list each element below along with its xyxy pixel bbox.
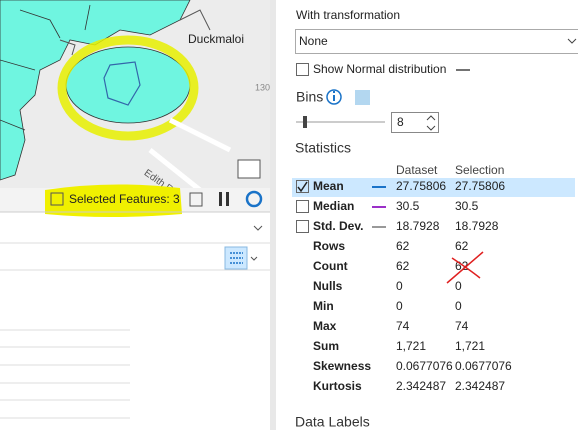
- stat-selection: 18.7928: [455, 219, 499, 233]
- stat-dataset: 0: [396, 279, 403, 293]
- stat-selection: 0: [455, 299, 462, 313]
- stat-checkbox[interactable]: [297, 221, 309, 233]
- stat-selection: 30.5: [455, 199, 479, 213]
- stat-dataset: 74: [396, 319, 410, 333]
- pause-icon[interactable]: [219, 192, 222, 206]
- stat-label: Nulls: [313, 279, 343, 293]
- transformation-dropdown[interactable]: [296, 30, 578, 54]
- contour-label: 130: [255, 82, 270, 92]
- stat-dataset: 2.342487: [396, 379, 446, 393]
- splitter[interactable]: [270, 0, 276, 430]
- bins-label: Bins: [296, 89, 323, 105]
- bins-color[interactable]: [355, 90, 370, 105]
- selected-features[interactable]: Selected Features: 3: [69, 192, 180, 206]
- stat-selection: 0: [455, 279, 462, 293]
- stat-dataset: 0: [396, 299, 403, 313]
- stat-label: Count: [313, 259, 348, 273]
- stat-selection: 74: [455, 319, 469, 333]
- stat-dataset: 62: [396, 259, 410, 273]
- red-scribble: [447, 252, 483, 283]
- stat-dataset: 0.0677076: [396, 359, 453, 373]
- stat-label: Kurtosis: [313, 379, 362, 393]
- data-labels-title: Data Labels: [295, 414, 370, 430]
- transformation-value: None: [299, 34, 328, 48]
- stat-selection: 1,721: [455, 339, 485, 353]
- statistics-title: Statistics: [295, 140, 351, 156]
- column-header: Dataset: [396, 163, 438, 177]
- stat-dataset: 27.75806: [396, 179, 446, 193]
- stat-label: Std. Dev.: [313, 219, 363, 233]
- map: Duckmaloi Edith Rd 130: [0, 0, 270, 199]
- stat-label: Rows: [313, 239, 345, 253]
- stat-label: Mean: [313, 179, 344, 193]
- normal-label: Show Normal distribution: [313, 62, 446, 76]
- bins-value: 8: [397, 115, 404, 129]
- stat-label: Max: [313, 319, 337, 333]
- stat-dataset: 30.5: [396, 199, 420, 213]
- stat-selection: 27.75806: [455, 179, 505, 193]
- stat-checkbox[interactable]: [297, 201, 309, 213]
- stat-dataset: 62: [396, 239, 410, 253]
- place-label: Duckmaloi: [188, 32, 244, 46]
- stat-selection: 0.0677076: [455, 359, 512, 373]
- stat-label: Sum: [313, 339, 339, 353]
- stat-dataset: 1,721: [396, 339, 426, 353]
- stat-dataset: 18.7928: [396, 219, 440, 233]
- column-header: Selection: [455, 163, 504, 177]
- stat-label: Skewness: [313, 359, 371, 373]
- stat-label: Min: [313, 299, 334, 313]
- normal-checkbox[interactable]: [297, 64, 309, 76]
- stat-selection: 62: [455, 239, 469, 253]
- transformation-label: With transformation: [296, 8, 400, 22]
- stat-selection: 2.342487: [455, 379, 505, 393]
- stat-label: Median: [313, 199, 354, 213]
